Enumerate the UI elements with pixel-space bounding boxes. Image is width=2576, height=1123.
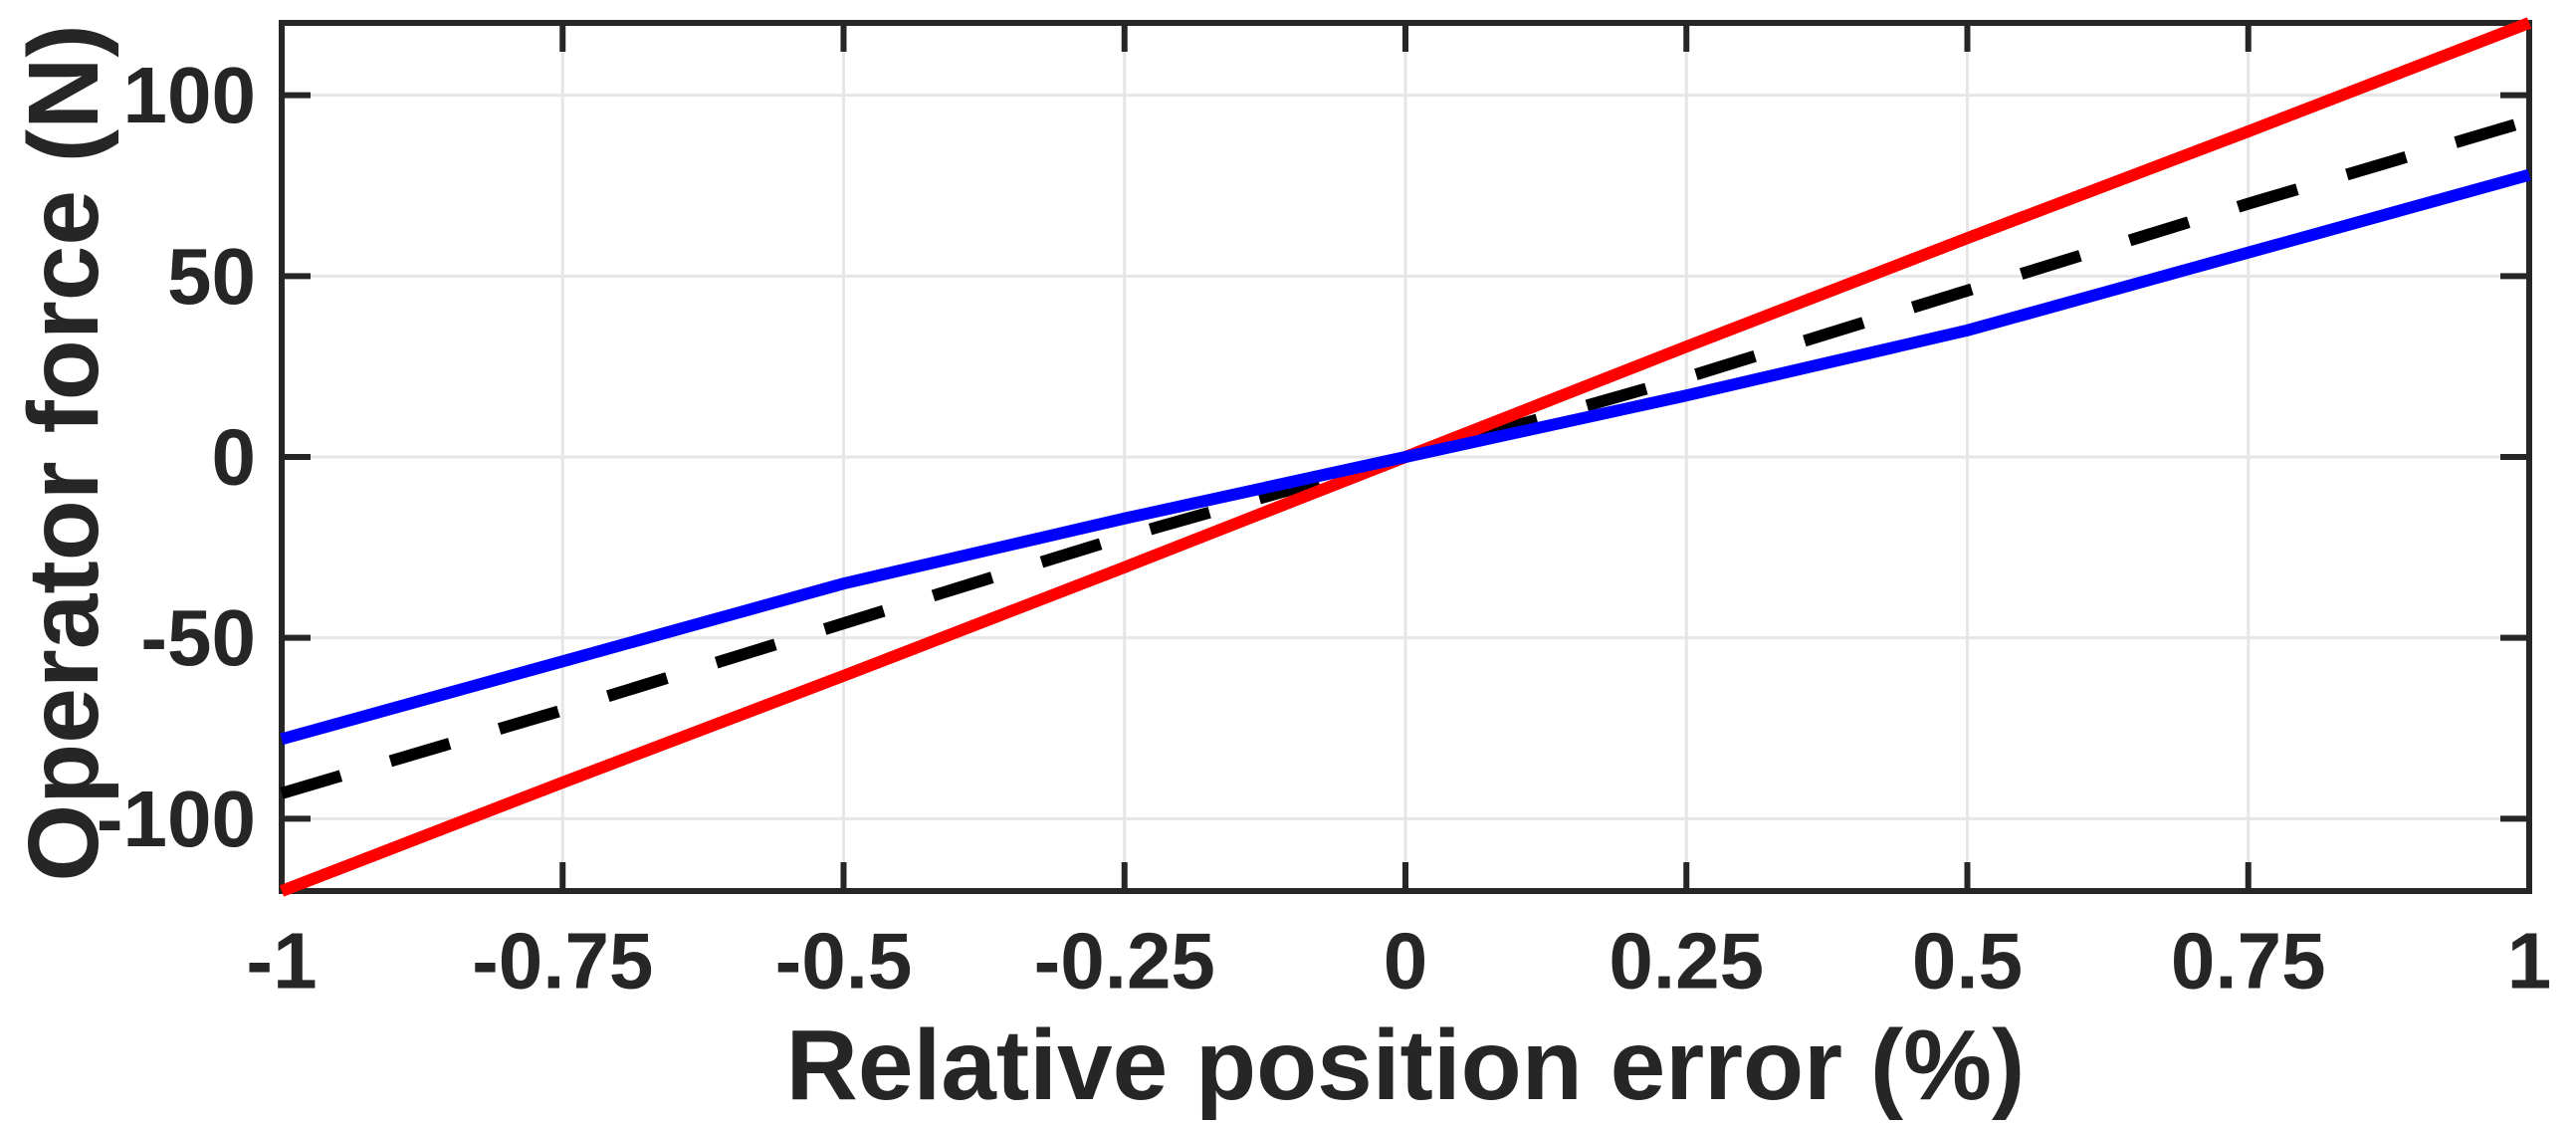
- x-tick-label: 0.25: [1609, 917, 1764, 1006]
- x-tick-label: 1: [2507, 917, 2552, 1006]
- y-tick-label: -50: [140, 593, 256, 682]
- tick-labels: -1 -0.75 -0.5 -0.25 0 0.25 0.5 0.75 1 -100 -50 0 50 1…: [97, 51, 2551, 1005]
- x-tick-label: -0.5: [775, 917, 913, 1006]
- axes-box: [279, 20, 2532, 894]
- tick-marks: [279, 25, 2532, 889]
- y-tick-label: -100: [97, 775, 256, 863]
- series-group: [279, 17, 2532, 897]
- y-tick-label: 0: [212, 413, 257, 502]
- x-tick-label: -0.75: [472, 917, 653, 1006]
- x-tick-label: -0.25: [1034, 917, 1215, 1006]
- x-tick-label: 0: [1384, 917, 1428, 1006]
- x-tick-label: -1: [246, 917, 317, 1006]
- chart-root: -1 -0.75 -0.5 -0.25 0 0.25 0.5 0.75 1 -100 -50 0 50 1…: [97, 17, 2551, 1006]
- x-axis-label: Relative position error (%): [786, 1010, 2026, 1121]
- y-tick-label: 100: [123, 51, 256, 139]
- series-blue-solid-line: [280, 168, 2531, 746]
- x-tick-label: 0.5: [1912, 917, 2023, 1006]
- y-tick-label: 50: [167, 232, 256, 321]
- y-axis-label: Operator force (N): [8, 24, 119, 881]
- x-tick-label: 0.75: [2171, 917, 2326, 1006]
